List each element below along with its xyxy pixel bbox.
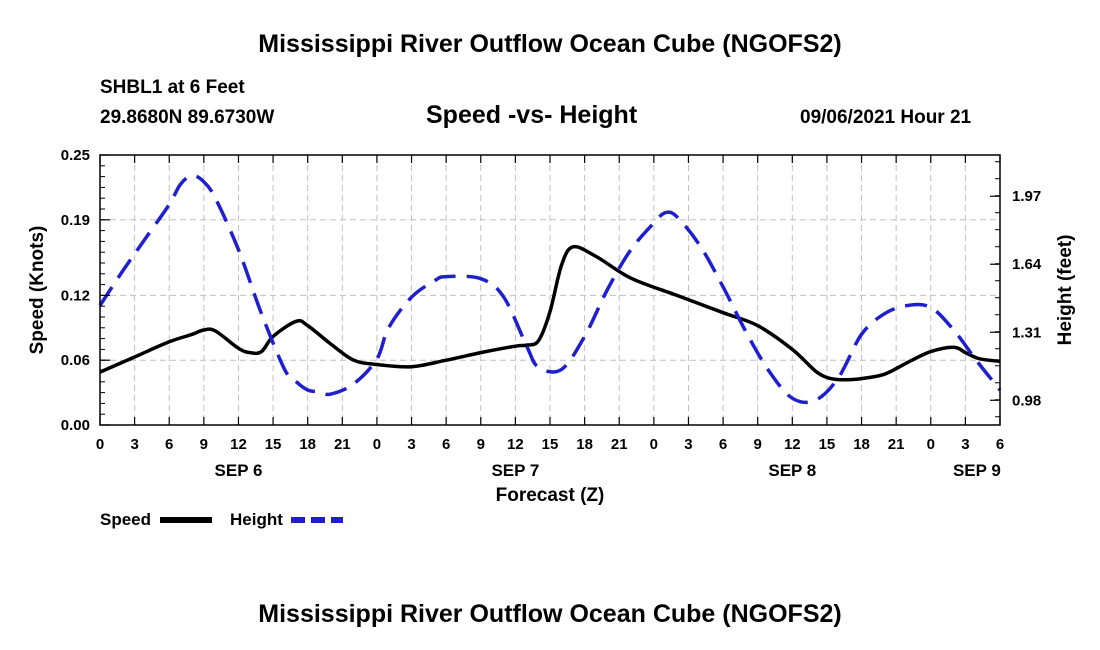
y-tick-label: 0.25 bbox=[61, 147, 90, 164]
date-label: 09/06/2021 Hour 21 bbox=[800, 107, 972, 128]
y-tick-label: 0.00 bbox=[61, 417, 90, 434]
y-tick-labels: 0.00 0.06 0.12 0.19 0.25 bbox=[61, 147, 90, 434]
x-tick-label: 3 bbox=[961, 436, 969, 453]
x-tick-label: 18 bbox=[853, 436, 870, 453]
x-tick-label: 15 bbox=[819, 436, 836, 453]
x-tick-label: 9 bbox=[754, 436, 762, 453]
y2-tick-label: 1.31 bbox=[1012, 324, 1041, 341]
series-line-speed bbox=[99, 244, 1001, 382]
x-tick-labels: 0 3 6 9 12 15 18 21 0 3 6 9 12 15 18 21 0 3 6 9 12 15 18 21 0 3 6 bbox=[96, 436, 1004, 453]
coords-label: 29.8680N 89.6730W bbox=[100, 107, 275, 128]
x-tick-label: 15 bbox=[542, 436, 559, 453]
x-tick-label: 0 bbox=[373, 436, 381, 453]
x-tick-label: 12 bbox=[230, 436, 247, 453]
x-tick-label: 21 bbox=[888, 436, 905, 453]
x-tick-label: 6 bbox=[996, 436, 1004, 453]
x-tick-label: 9 bbox=[477, 436, 485, 453]
date-label: SEP 6 bbox=[215, 461, 263, 480]
x-tick-label: 9 bbox=[200, 436, 208, 453]
y-tick-label: 0.19 bbox=[61, 212, 90, 229]
x-tick-label: 3 bbox=[684, 436, 692, 453]
date-label: SEP 7 bbox=[491, 461, 539, 480]
x-tick-label: 6 bbox=[442, 436, 450, 453]
legend: Speed Height bbox=[100, 510, 343, 529]
y-tick-label: 0.06 bbox=[61, 352, 90, 369]
x-tick-label: 3 bbox=[130, 436, 138, 453]
chart-title: Speed -vs- Height bbox=[426, 101, 638, 129]
grid bbox=[100, 155, 1000, 425]
y2-tick-label: 0.98 bbox=[1012, 392, 1041, 409]
x-tick-label: 18 bbox=[576, 436, 593, 453]
series-line-height bbox=[98, 173, 1002, 405]
page-title: Mississippi River Outflow Ocean Cube (NG… bbox=[258, 30, 842, 58]
station-label: SHBL1 at 6 Feet bbox=[100, 77, 245, 98]
x-tick-label: 21 bbox=[334, 436, 351, 453]
y2-tick-label: 1.97 bbox=[1012, 188, 1041, 205]
page-title-bottom: Mississippi River Outflow Ocean Cube (NG… bbox=[258, 600, 842, 628]
x-tick-label: 0 bbox=[650, 436, 658, 453]
y2-axis-title: Height (feet) bbox=[1055, 235, 1076, 346]
x-tick-label: 21 bbox=[611, 436, 628, 453]
date-labels: SEP 6 SEP 7 SEP 8 SEP 9 bbox=[215, 461, 1001, 480]
y-tick-label: 0.12 bbox=[61, 287, 90, 304]
y-axis-title: Speed (Knots) bbox=[27, 226, 48, 355]
date-label: SEP 8 bbox=[768, 461, 816, 480]
x-tick-label: 0 bbox=[96, 436, 104, 453]
tick-marks bbox=[99, 154, 1001, 426]
x-tick-label: 3 bbox=[407, 436, 415, 453]
x-tick-label: 6 bbox=[165, 436, 173, 453]
x-tick-label: 15 bbox=[265, 436, 282, 453]
x-tick-label: 12 bbox=[507, 436, 524, 453]
x-tick-label: 0 bbox=[927, 436, 935, 453]
date-label: SEP 9 bbox=[953, 461, 1001, 480]
series-group bbox=[98, 173, 1002, 405]
legend-height-label: Height bbox=[230, 510, 283, 529]
y2-tick-labels: 0.98 1.31 1.64 1.97 bbox=[1012, 188, 1042, 409]
x-axis-title: Forecast (Z) bbox=[496, 485, 605, 506]
x-tick-label: 18 bbox=[299, 436, 316, 453]
legend-speed-label: Speed bbox=[100, 510, 151, 529]
x-tick-label: 12 bbox=[784, 436, 801, 453]
x-tick-label: 6 bbox=[719, 436, 727, 453]
y2-tick-label: 1.64 bbox=[1012, 256, 1042, 273]
